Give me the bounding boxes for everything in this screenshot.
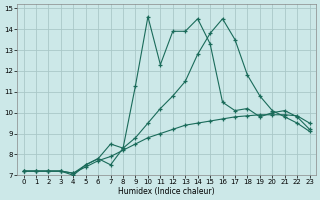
X-axis label: Humidex (Indice chaleur): Humidex (Indice chaleur) <box>118 187 215 196</box>
